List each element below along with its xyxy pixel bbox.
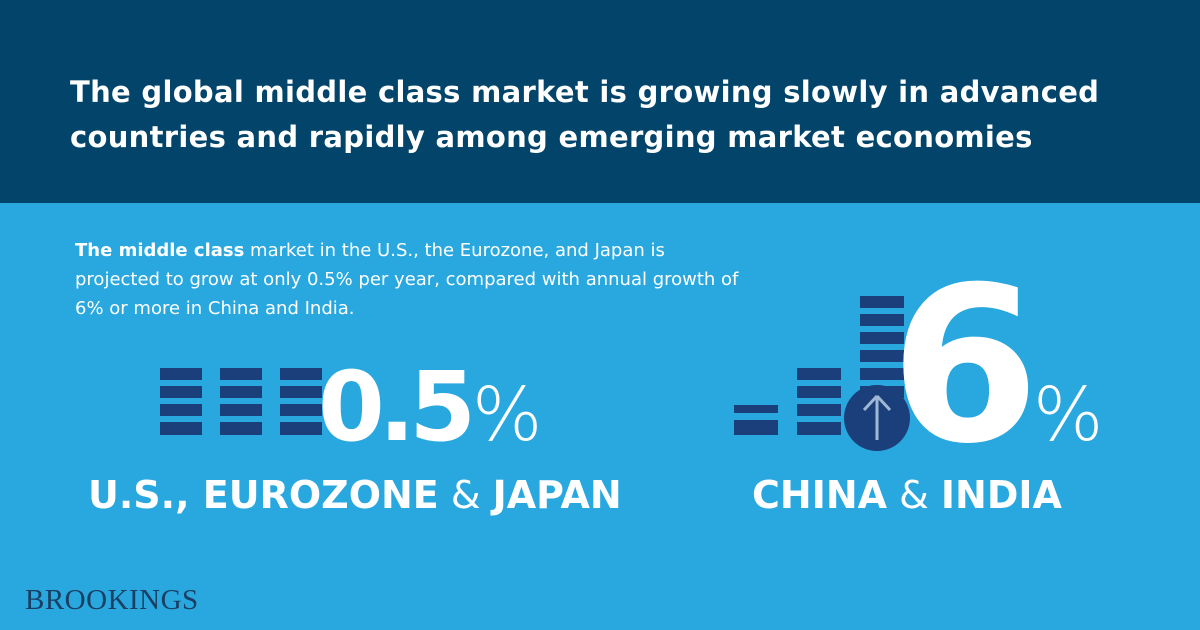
stat-unit: % [472,372,542,458]
label-part: JAPAN [490,473,622,517]
stat-label: CHINA & INDIA [752,473,1062,517]
arrow-icon [844,385,910,451]
stat-unit: % [1033,372,1103,458]
intro: The middle class market in the U.S., the… [75,236,755,323]
label-part: CHINA [752,473,888,517]
bar-icons-right [734,296,904,435]
title: The global middle class market is growin… [70,70,1099,160]
label-part: INDIA [941,473,1063,517]
title-line: The global middle class market is growin… [70,75,1100,109]
title-line: countries and rapidly among emerging mar… [70,120,1033,154]
brand-logo: BROOKINGS [25,584,199,616]
intro-bold: The middle class [75,240,245,261]
intro-text: market in the U.S., the Eurozone, and Ja… [75,240,739,319]
label-part: & [899,473,929,517]
label-part: U.S., EUROZONE [88,473,439,517]
bar-icons-left [160,368,322,435]
label-part: & [451,473,481,517]
stat-value: 0.5 [318,351,470,463]
stat-value: 6 [890,240,1040,491]
header: The global middle class market is growin… [0,0,1200,203]
stat-label: U.S., EUROZONE & JAPAN [88,473,622,517]
